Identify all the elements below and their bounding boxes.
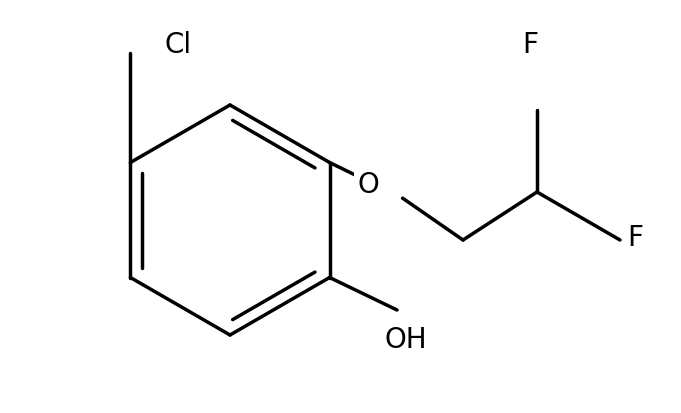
Text: F: F [627,224,643,252]
Text: O: O [357,171,379,199]
Text: Cl: Cl [164,31,191,59]
Text: OH: OH [385,326,428,354]
Text: F: F [522,31,538,59]
